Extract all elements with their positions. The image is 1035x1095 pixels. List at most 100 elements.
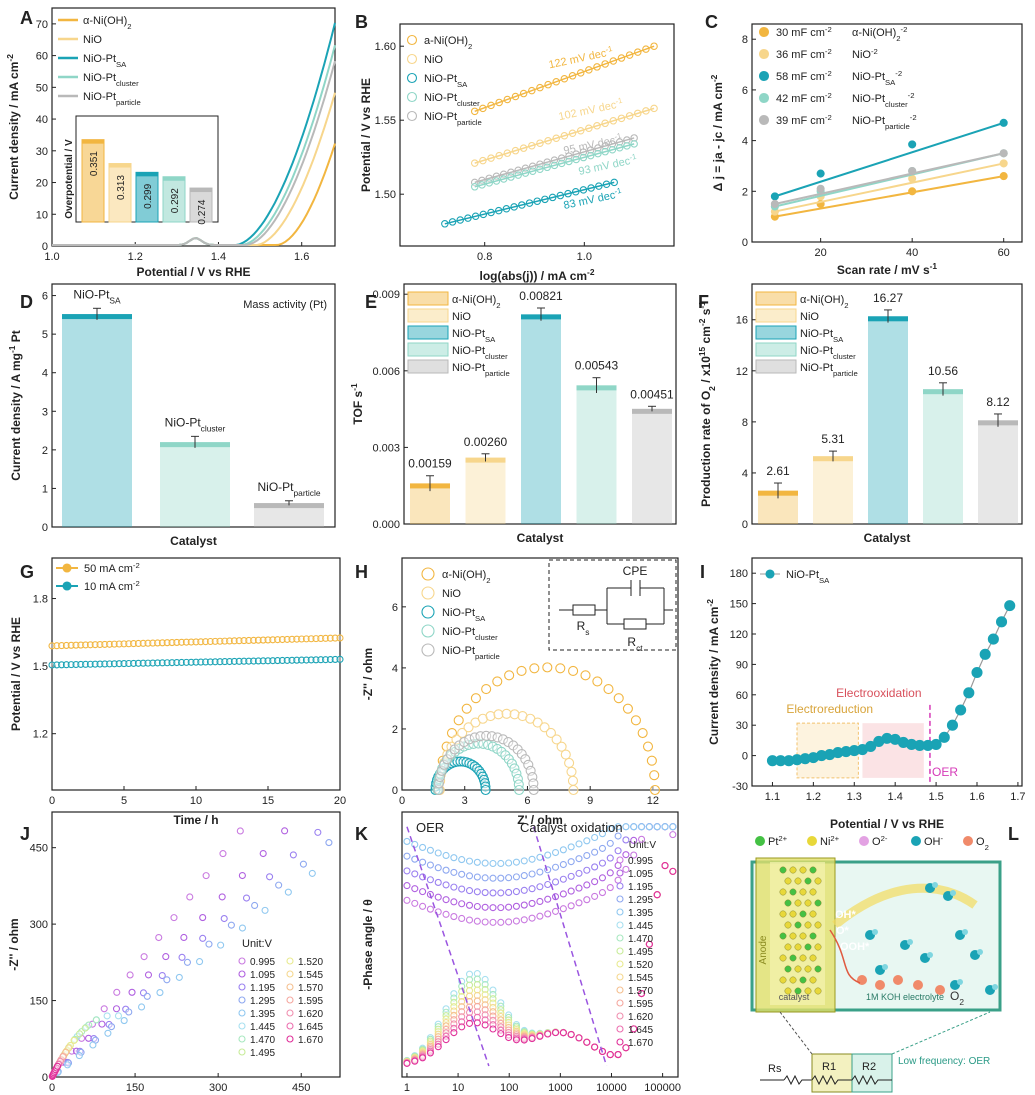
data-point-s [816,169,825,178]
circuit-resistor-rs [572,604,596,616]
x-tick-label: 1.6 [294,251,309,263]
legend-entry: 1.520 [298,957,323,968]
data-point-s [173,659,181,667]
data-point-v8 [481,991,489,999]
lattice-atom [784,899,792,907]
flow-arrow [832,883,978,929]
data-point-v0 [669,831,677,839]
data-point-v1 [98,1020,106,1028]
legend-entry: 1.495 [250,1048,275,1059]
data-point-s [134,659,142,667]
lattice-atom [789,932,797,940]
panel-label-L: L [1008,824,1019,844]
data-point-v2 [465,887,474,895]
data-point-v1 [630,836,638,844]
fit-line-p [774,152,1004,205]
data-point-p [528,784,539,796]
data-point-v0 [126,971,134,979]
data-point-a [492,676,503,687]
lattice-atom [804,877,812,885]
legend-marker [758,70,770,82]
data-point-v14 [669,867,677,875]
data-point-v3 [426,861,434,869]
data-point-v4 [63,1061,72,1069]
x-tick-label: 1.2 [806,791,821,803]
data-point-v3 [489,874,497,882]
x-tick-label: 1.7 [1010,791,1025,803]
legend-entry: 1.445 [250,1022,275,1033]
data-point-n [566,766,577,777]
legend-swatch [755,291,797,306]
data-point [987,633,999,645]
data-point-v4 [520,857,528,865]
x-tick-label: 15 [262,795,274,807]
data-point-v0 [544,910,552,918]
data-point-a [637,727,648,739]
oh-ion-h [872,929,878,935]
data-point-s [770,192,779,201]
data-point-v1 [442,896,450,904]
data-point-s [999,118,1008,127]
legend-entry: 1.595 [298,996,323,1007]
data-point-a [504,670,515,681]
legend-value: 36 mF cm-2 [776,47,832,62]
data-point-s [168,659,176,667]
x-axis-label: log(abs(j)) / mA cm-2 [479,267,594,283]
legend-value: 58 mF cm-2 [776,69,832,84]
data-point-v2 [544,880,552,889]
legend-entry: 1.570 [628,986,653,997]
data-point-a [48,642,56,650]
data-point-v4 [261,906,269,914]
axes-frame [51,811,341,1078]
legend-entry: NiO-Ptcluster [442,626,498,642]
legend-entry: NiO-Ptcluster [83,72,139,88]
data-point-v1 [259,849,267,858]
circuit-label-rct: Rct [627,635,643,653]
legend-swatch [407,342,449,357]
data-point-s [908,140,917,149]
data-point-v3 [559,860,567,869]
panel-label-C: C [705,12,718,32]
legend-marker [238,970,246,978]
legend-value: 39 mF cm-2 [776,113,832,128]
data-point-v1 [598,874,607,882]
y-axis-label: Production rate of O2 / x1015 cm-2 s-1 [697,301,717,507]
o2-molecule [875,980,885,990]
data-point-v1 [567,887,575,895]
y-tick-label: 3 [42,406,48,418]
data-point-a [120,640,128,648]
data-point [938,731,950,743]
data-point-s [326,655,334,664]
data-point-v3 [614,832,622,840]
legend-marker [859,836,869,846]
lattice-atom [794,943,802,951]
data-point-n [501,708,512,719]
y-tick-label: 2 [42,445,48,457]
data-point-v1 [112,1005,121,1013]
data-point-a [646,755,657,766]
data-point-v2 [450,883,458,891]
inset-value-label: 0.313 [116,175,127,200]
data-point-v14 [630,1025,638,1033]
legend-entry: 1.545 [628,973,653,984]
data-point-a [149,639,157,647]
data-point-v8 [458,992,466,1001]
x-axis-label: Catalyst [864,531,911,545]
data-point-a [197,638,205,646]
circuit-link [779,1011,813,1055]
lattice-atom [779,888,787,896]
data-point-c [514,784,525,796]
data-point-v3 [419,858,427,866]
axes-frame [751,557,1023,787]
data-point-s [82,660,90,668]
x-axis-label: Catalyst [517,531,564,545]
y-tick-label: 16 [736,315,748,327]
lattice-atom [789,976,797,984]
legend-marker [616,999,624,1007]
data-point-v3 [473,873,481,881]
data-point-v0 [598,889,607,897]
y-tick-label: 60 [36,51,48,63]
data-point-v2 [158,971,166,980]
data-point-s [72,660,80,669]
data-point-v0 [155,933,163,942]
